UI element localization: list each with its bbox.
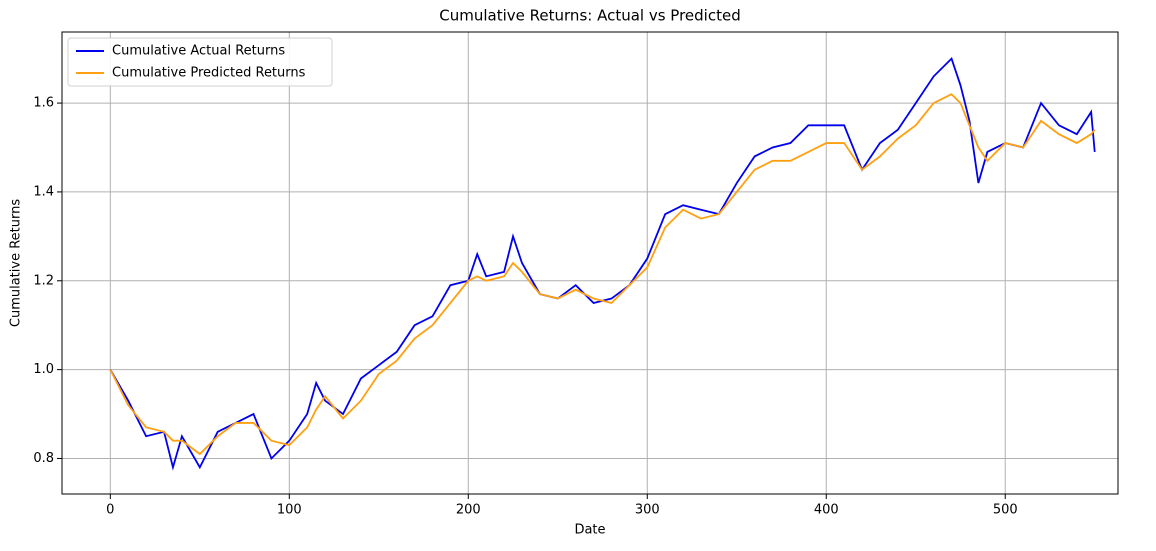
legend-label: Cumulative Actual Returns xyxy=(112,44,285,59)
y-tick-label: 0.8 xyxy=(33,451,54,466)
legend-label: Cumulative Predicted Returns xyxy=(112,66,306,81)
plot-frame xyxy=(61,31,1119,495)
x-tick-label: 200 xyxy=(456,503,481,518)
y-axis-label: Cumulative Returns xyxy=(9,199,24,327)
y-tick-label: 1.4 xyxy=(33,184,54,199)
chart-title: Cumulative Returns: Actual vs Predicted xyxy=(439,7,740,25)
legend-box xyxy=(67,37,333,87)
x-axis-label: Date xyxy=(574,523,605,538)
y-tick-label: 1.2 xyxy=(33,273,54,288)
legend: Cumulative Actual Returns Cumulative Pred… xyxy=(67,37,333,87)
x-tick-label: 500 xyxy=(993,503,1018,518)
series-line xyxy=(109,93,1096,456)
y-tick-label: 1.0 xyxy=(33,362,54,377)
series-line xyxy=(109,56,1096,471)
x-tick-label: 100 xyxy=(277,503,302,518)
y-tick-label: 1.6 xyxy=(33,96,54,111)
x-tick-label: 300 xyxy=(635,503,660,518)
x-tick-label: 0 xyxy=(106,503,114,518)
x-tick-label: 400 xyxy=(814,503,839,518)
